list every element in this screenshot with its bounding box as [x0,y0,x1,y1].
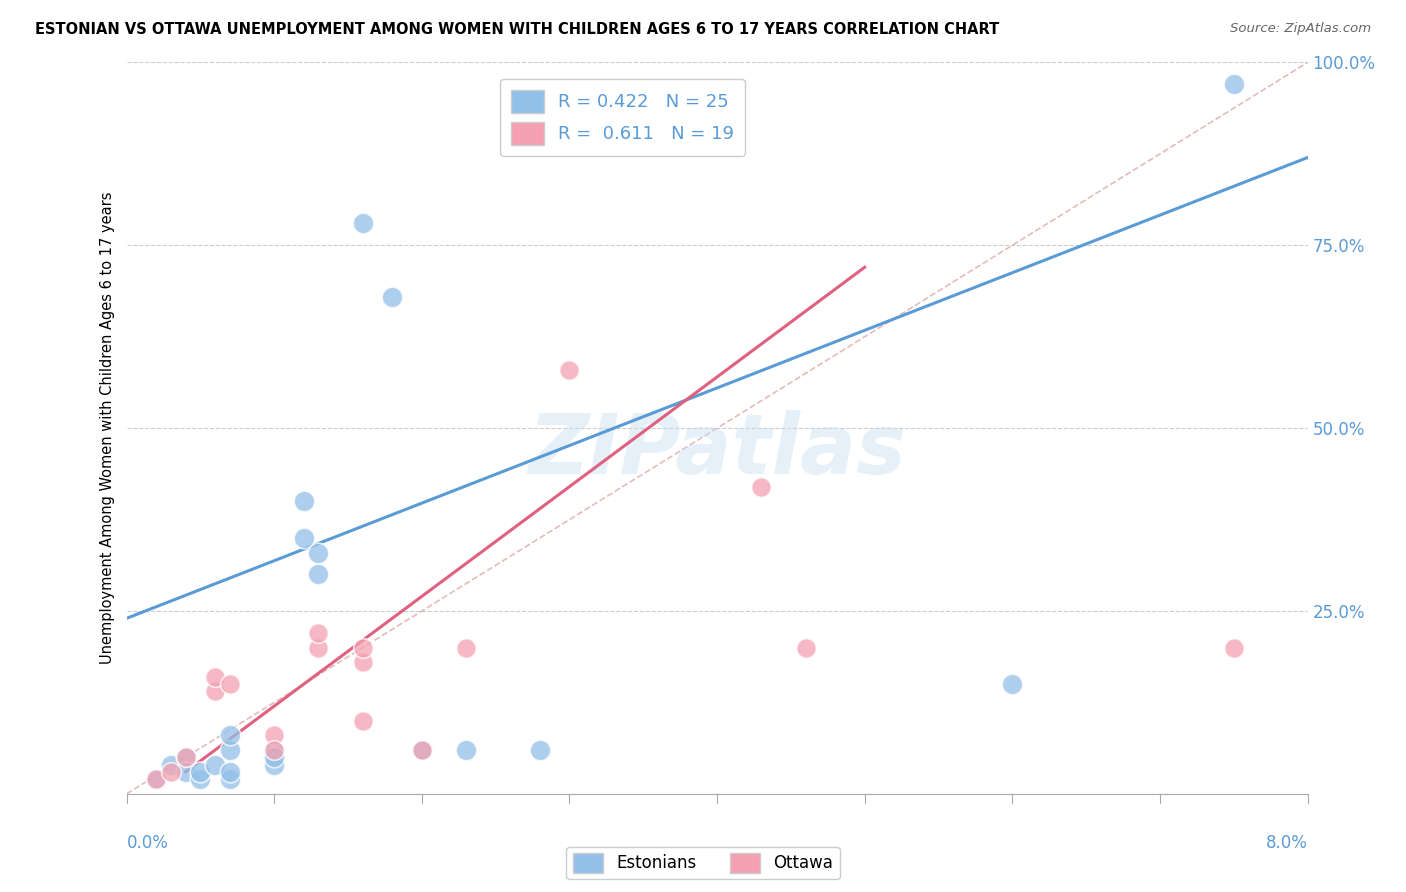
Text: ESTONIAN VS OTTAWA UNEMPLOYMENT AMONG WOMEN WITH CHILDREN AGES 6 TO 17 YEARS COR: ESTONIAN VS OTTAWA UNEMPLOYMENT AMONG WO… [35,22,1000,37]
Point [307,567,329,582]
Legend: R = 0.422   N = 25, R =  0.611   N = 19: R = 0.422 N = 25, R = 0.611 N = 19 [501,78,745,156]
Point [219,677,242,691]
Point [204,684,226,698]
Point [1001,677,1024,691]
Point [174,750,197,764]
Point [411,743,433,757]
Text: 0.0%: 0.0% [127,834,169,852]
Point [188,772,211,787]
Point [219,728,242,742]
Point [292,531,315,545]
Point [145,772,167,787]
Text: 8.0%: 8.0% [1265,834,1308,852]
Point [411,743,433,757]
Point [529,743,551,757]
Point [219,764,242,779]
Point [263,757,285,772]
Point [219,772,242,787]
Point [352,640,374,655]
Point [263,750,285,764]
Point [794,640,817,655]
Point [352,655,374,669]
Point [292,494,315,508]
Y-axis label: Unemployment Among Women with Children Ages 6 to 17 years: Unemployment Among Women with Children A… [100,192,115,665]
Point [454,640,477,655]
Point [188,764,211,779]
Point [263,728,285,742]
Point [174,764,197,779]
Text: ZIPatlas: ZIPatlas [529,409,905,491]
Point [160,764,183,779]
Point [174,750,197,764]
Point [307,640,329,655]
Text: Source: ZipAtlas.com: Source: ZipAtlas.com [1230,22,1371,36]
Point [204,757,226,772]
Legend: Estonians, Ottawa: Estonians, Ottawa [567,847,839,880]
Point [352,216,374,230]
Point [352,714,374,728]
Point [558,362,581,376]
Point [307,626,329,640]
Point [307,545,329,559]
Point [204,670,226,684]
Point [1222,78,1246,92]
Point [1222,640,1246,655]
Point [381,289,404,303]
Point [751,480,773,494]
Point [263,743,285,757]
Point [160,757,183,772]
Point [263,743,285,757]
Point [219,743,242,757]
Point [145,772,167,787]
Point [454,743,477,757]
